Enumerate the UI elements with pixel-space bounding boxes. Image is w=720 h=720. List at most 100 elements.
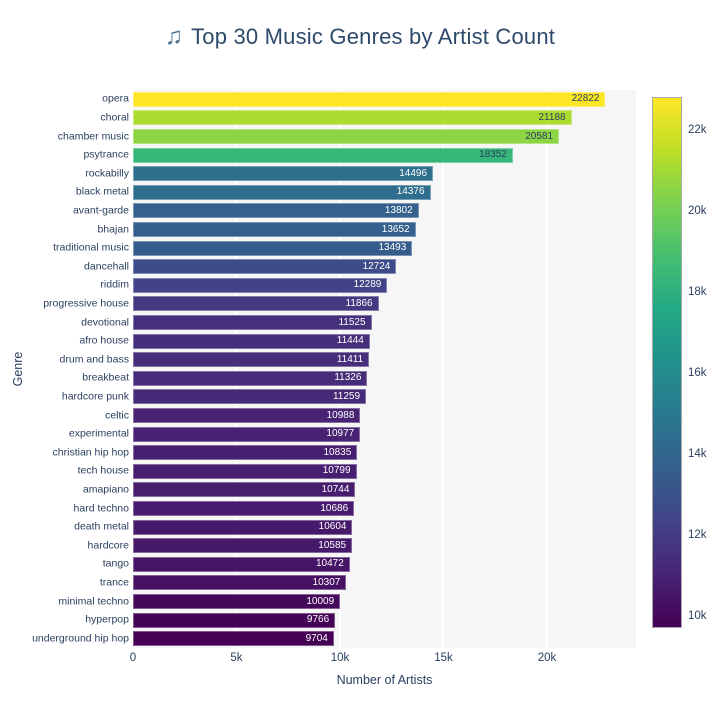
bar-value-label: 10988	[326, 409, 355, 421]
bar[interactable]: 10686	[133, 501, 355, 516]
y-tick-label: avant-garde	[72, 204, 129, 217]
bar[interactable]: 10977	[133, 426, 361, 442]
bar-value-label: 14496	[399, 167, 428, 179]
colorbar-tick-label: 16k	[688, 367, 707, 380]
bar-value-label: 10009	[306, 595, 335, 607]
y-tick-label: devotional	[81, 316, 129, 328]
bar[interactable]: 9766	[133, 612, 336, 628]
y-tick-label: underground hip hop	[32, 632, 129, 645]
bar-value-label: 13802	[384, 204, 413, 216]
bar[interactable]: 11866	[133, 296, 379, 312]
bar[interactable]: 18352	[133, 147, 513, 163]
colorbar-tick-label: 22k	[688, 124, 707, 137]
bar-value-label: 14376	[396, 186, 425, 198]
gridline	[338, 90, 341, 648]
gridline	[132, 90, 134, 648]
y-tick-label: christian hip hop	[52, 446, 129, 459]
bar[interactable]: 12724	[133, 259, 397, 275]
x-tick-label: 20k	[537, 652, 557, 664]
x-tick-label: 15k	[434, 652, 453, 664]
gridline	[235, 90, 238, 648]
y-tick-label: choral	[100, 111, 129, 124]
bar[interactable]: 10009	[133, 594, 341, 609]
bar[interactable]: 14496	[133, 166, 434, 182]
y-tick-label: minimal techno	[58, 595, 129, 607]
colorbar-tick-label: 12k	[688, 529, 707, 542]
x-axis-title: Number of Artists	[336, 673, 433, 687]
bar-value-label: 11444	[336, 335, 364, 347]
y-tick-label: drum and bass	[59, 353, 129, 366]
bar-value-label: 10744	[321, 483, 350, 495]
y-tick-label: traditional music	[53, 241, 129, 254]
bar-value-label: 11326	[334, 372, 362, 384]
bar[interactable]: 10744	[133, 482, 356, 498]
bar[interactable]: 10799	[133, 463, 357, 479]
y-tick-label: hardcore	[87, 539, 129, 552]
bar-value-label: 12724	[362, 260, 391, 272]
y-tick-label: breakbeat	[82, 371, 129, 384]
colorbar	[652, 97, 682, 628]
x-tick-label: 5k	[230, 652, 243, 664]
bar-value-label: 22822	[571, 93, 600, 105]
bar[interactable]: 12289	[133, 277, 388, 293]
y-tick-label: amapiano	[82, 483, 129, 496]
bar-value-label: 10472	[315, 558, 344, 570]
plot-area: 22822 21188 20581 18352 14496 14376 13802 13652…	[132, 90, 636, 648]
y-tick-label: hardcore punk	[61, 390, 129, 403]
bar[interactable]: 10604	[133, 519, 353, 535]
bar-value-label: 11411	[336, 353, 364, 365]
y-tick-label: celtic	[105, 409, 129, 421]
chart-title-text: Top 30 Music Genres by Artist Count	[191, 24, 556, 49]
y-tick-label: progressive house	[43, 297, 129, 310]
y-tick-label: riddim	[100, 278, 129, 291]
bar[interactable]: 22822	[133, 91, 606, 107]
bar-value-label: 11259	[332, 390, 361, 402]
x-tick-label: 10k	[330, 652, 350, 664]
bar-value-label: 10604	[318, 521, 347, 533]
bar[interactable]: 10472	[133, 556, 350, 572]
gridline	[442, 90, 445, 648]
bar[interactable]: 11326	[133, 370, 368, 386]
y-tick-label: psytrance	[83, 148, 129, 161]
bar-value-label: 10835	[323, 446, 352, 458]
bar-value-label: 10307	[312, 576, 341, 588]
bar[interactable]: 13493	[133, 240, 413, 256]
bar[interactable]: 9704	[133, 631, 334, 647]
colorbar-tick-label: 18k	[688, 286, 707, 299]
bar[interactable]: 11525	[133, 315, 372, 330]
bar-value-label: 20581	[525, 130, 554, 142]
y-tick-label: hyperpop	[85, 613, 129, 626]
bar-value-label: 11866	[345, 297, 373, 309]
music-note-icon: ♫	[164, 23, 184, 50]
bar-value-label: 10686	[320, 502, 349, 514]
bar[interactable]: 11411	[133, 352, 370, 368]
bar[interactable]: 14376	[133, 184, 431, 200]
y-tick-label: rockabilly	[85, 167, 129, 180]
y-tick-label: dancehall	[84, 260, 129, 273]
colorbar-tick-label: 14k	[688, 448, 707, 461]
bar-value-label: 21188	[538, 111, 566, 123]
y-tick-label: trance	[99, 576, 129, 589]
y-tick-label: afro house	[79, 334, 129, 347]
colorbar-tick-label: 10k	[688, 610, 707, 623]
bar[interactable]: 10988	[133, 408, 361, 423]
bar-value-label: 12289	[353, 279, 382, 291]
y-tick-label: black metal	[75, 185, 129, 198]
y-tick-label: chamber music	[57, 130, 129, 142]
bar[interactable]: 13652	[133, 222, 416, 237]
y-tick-label: experimental	[68, 427, 129, 440]
bar[interactable]: 21188	[133, 110, 572, 126]
bar[interactable]: 10585	[133, 538, 353, 554]
bar[interactable]: 11259	[133, 389, 367, 405]
bar-value-label: 10977	[326, 428, 355, 440]
bar[interactable]: 10835	[133, 445, 358, 461]
bar[interactable]: 13802	[133, 203, 419, 219]
y-tick-label: hard techno	[73, 502, 129, 514]
bar[interactable]: 20581	[133, 129, 560, 144]
gridline	[545, 90, 548, 648]
y-tick-label: death metal	[74, 520, 129, 533]
bar[interactable]: 10307	[133, 575, 347, 591]
bar[interactable]: 11444	[133, 333, 370, 349]
y-tick-label: tech house	[77, 464, 129, 477]
